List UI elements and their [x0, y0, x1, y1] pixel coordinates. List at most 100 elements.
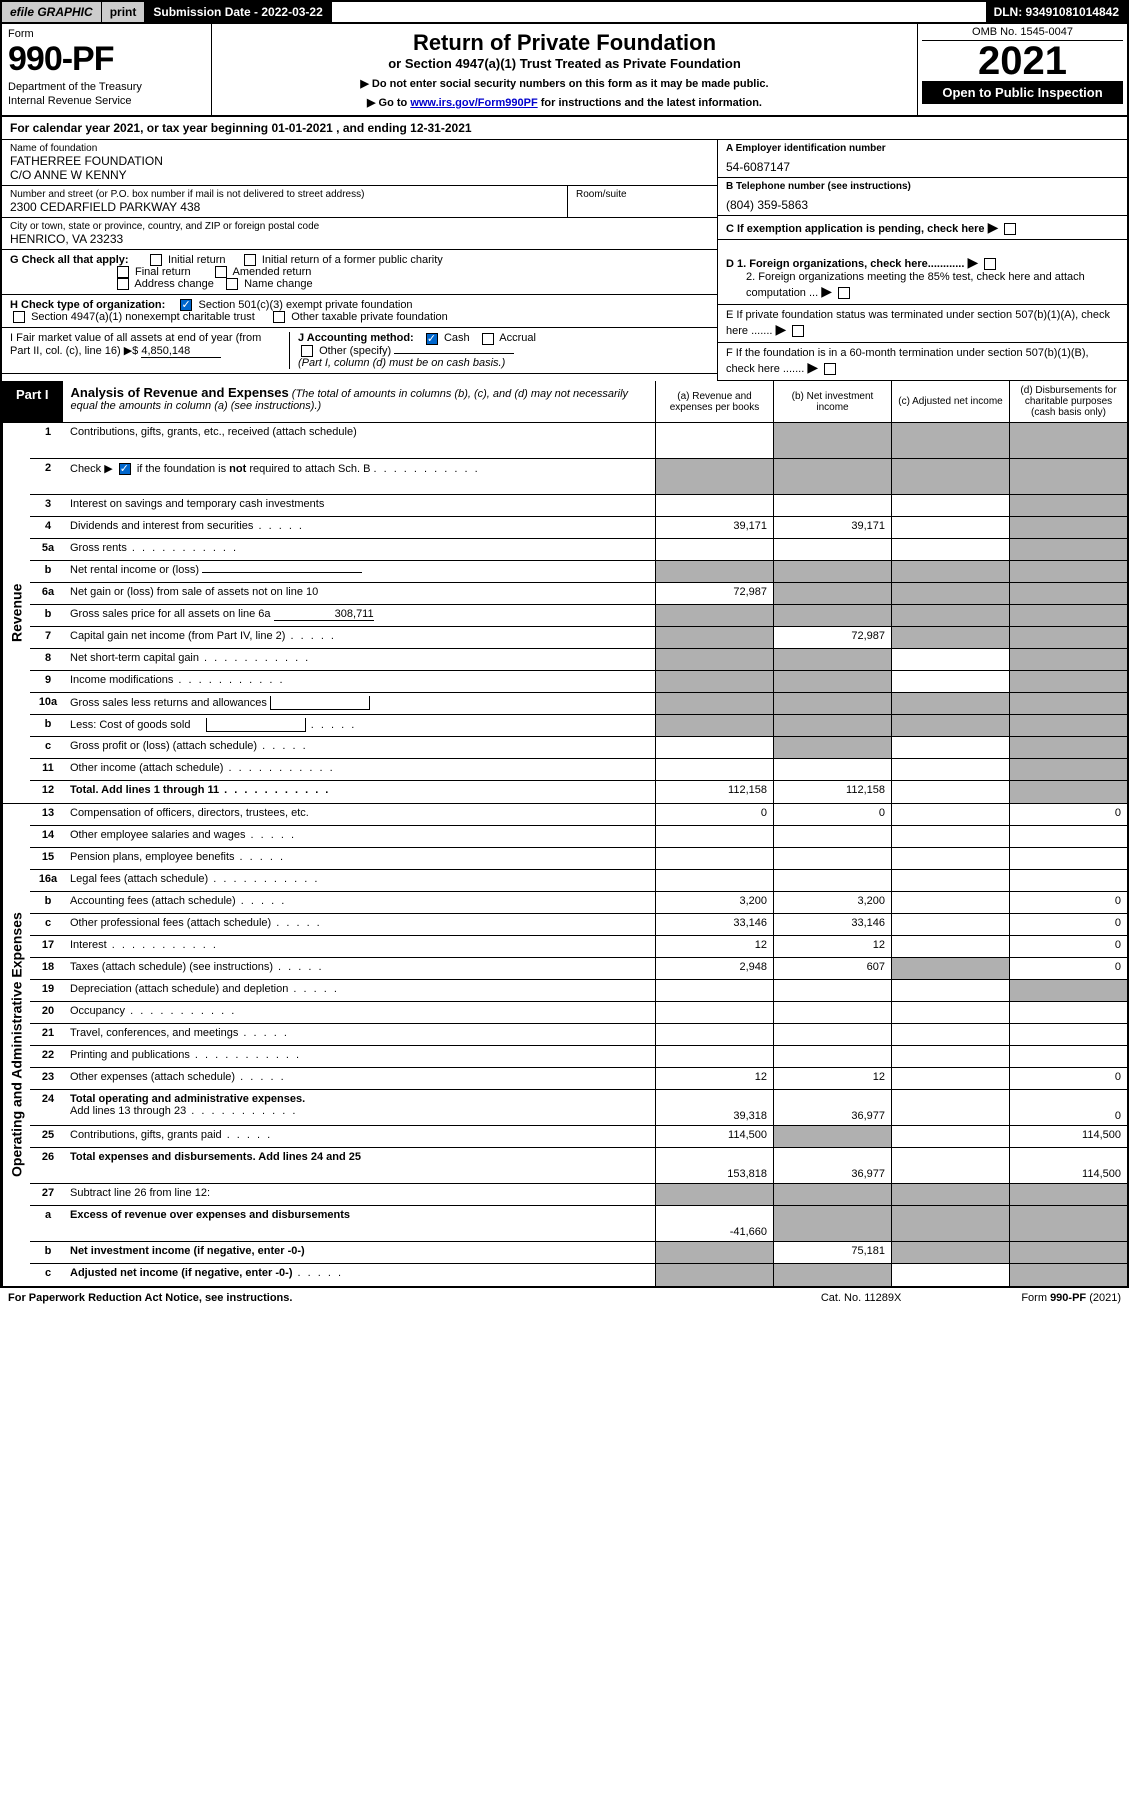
table-row: 22 Printing and publications [30, 1046, 1127, 1068]
col-b [773, 715, 891, 736]
line-number: 7 [30, 627, 66, 648]
table-row: 26 Total expenses and disbursements. Add… [30, 1148, 1127, 1184]
col-c [891, 1264, 1009, 1286]
table-row: 6a Net gain or (loss) from sale of asset… [30, 583, 1127, 605]
print-button[interactable]: print [102, 2, 146, 22]
efile-button[interactable]: efile GRAPHIC [2, 2, 102, 22]
col-d [1009, 715, 1127, 736]
col-d [1009, 826, 1127, 847]
revenue-side-label: Revenue [2, 423, 30, 803]
table-row: 10a Gross sales less returns and allowan… [30, 693, 1127, 715]
line-number: 27 [30, 1184, 66, 1205]
g-amended-checkbox[interactable] [215, 266, 227, 278]
table-row: 21 Travel, conferences, and meetings [30, 1024, 1127, 1046]
table-row: 9 Income modifications [30, 671, 1127, 693]
line-desc: Accounting fees (attach schedule) [66, 892, 655, 913]
calendar-year-row: For calendar year 2021, or tax year begi… [0, 117, 1129, 140]
part1-title: Analysis of Revenue and Expenses [71, 385, 289, 400]
line-desc: Net investment income (if negative, ente… [66, 1242, 655, 1263]
col-b-header: (b) Net investment income [773, 381, 891, 422]
line-desc: Contributions, gifts, grants, etc., rece… [66, 423, 655, 458]
line-desc: Less: Cost of goods sold [66, 715, 655, 736]
table-row: b Net rental income or (loss) [30, 561, 1127, 583]
arrow-icon: ▶ [988, 219, 999, 235]
room-cell: Room/suite [567, 186, 717, 217]
addr-cell: Number and street (or P.O. box number if… [2, 186, 567, 217]
line-number: b [30, 1242, 66, 1263]
col-a: -41,660 [655, 1206, 773, 1241]
col-c [891, 826, 1009, 847]
h-block: H Check type of organization: Section 50… [2, 295, 717, 328]
line-desc: Excess of revenue over expenses and disb… [66, 1206, 655, 1241]
exemption-cell: C If exemption application is pending, c… [718, 216, 1127, 240]
col-d [1009, 1206, 1127, 1241]
form-header: Form 990-PF Department of the Treasury I… [0, 24, 1129, 117]
line-desc: Compensation of officers, directors, tru… [66, 804, 655, 825]
col-c [891, 539, 1009, 560]
line-number: b [30, 715, 66, 736]
g-final-checkbox[interactable] [117, 266, 129, 278]
h-4947-checkbox[interactable] [13, 311, 25, 323]
g-initial-public-checkbox[interactable] [244, 254, 256, 266]
col-b [773, 737, 891, 758]
d2-checkbox[interactable] [838, 287, 850, 299]
f-checkbox[interactable] [824, 363, 836, 375]
addr-row: Number and street (or P.O. box number if… [2, 186, 717, 218]
j-cash-checkbox[interactable] [426, 333, 438, 345]
col-d [1009, 459, 1127, 494]
tax-year: 2021 [922, 41, 1123, 81]
col-b: 33,146 [773, 914, 891, 935]
col-c [891, 423, 1009, 458]
j-other-input[interactable] [394, 353, 514, 354]
j-accrual-checkbox[interactable] [482, 333, 494, 345]
col-d [1009, 605, 1127, 626]
col-d: 0 [1009, 914, 1127, 935]
page-footer: For Paperwork Reduction Act Notice, see … [0, 1288, 1129, 1308]
h-501c3-checkbox[interactable] [180, 299, 192, 311]
ein-cell: A Employer identification number 54-6087… [718, 140, 1127, 178]
col-b [773, 605, 891, 626]
col-c [891, 693, 1009, 714]
col-c [891, 759, 1009, 780]
col-b [773, 1206, 891, 1241]
line-desc: Income modifications [66, 671, 655, 692]
col-b [773, 423, 891, 458]
d1-checkbox[interactable] [984, 258, 996, 270]
col-d [1009, 1264, 1127, 1286]
col-a: 39,171 [655, 517, 773, 538]
table-row: 7 Capital gain net income (from Part IV,… [30, 627, 1127, 649]
schb-checkbox[interactable] [119, 463, 131, 475]
e-checkbox[interactable] [792, 325, 804, 337]
col-c [891, 1090, 1009, 1125]
col-c [891, 583, 1009, 604]
col-d: 0 [1009, 892, 1127, 913]
line-number: a [30, 1206, 66, 1241]
col-b [773, 826, 891, 847]
table-row: b Less: Cost of goods sold [30, 715, 1127, 737]
g-address-checkbox[interactable] [117, 278, 129, 290]
irs-label: Internal Revenue Service [8, 95, 205, 107]
line-desc: Gross rents [66, 539, 655, 560]
note-ssn: ▶ Do not enter social security numbers o… [222, 77, 907, 90]
g-initial-checkbox[interactable] [150, 254, 162, 266]
line-desc: Occupancy [66, 1002, 655, 1023]
line-desc: Travel, conferences, and meetings [66, 1024, 655, 1045]
col-c [891, 1148, 1009, 1183]
h-other-checkbox[interactable] [273, 311, 285, 323]
col-b: 12 [773, 936, 891, 957]
col-a: 2,948 [655, 958, 773, 979]
table-row: 3 Interest on savings and temporary cash… [30, 495, 1127, 517]
h-opt-3: Other taxable private foundation [291, 311, 448, 323]
instructions-link[interactable]: www.irs.gov/Form990PF [410, 97, 537, 109]
col-a [655, 715, 773, 736]
submission-date: Submission Date - 2022-03-22 [145, 2, 331, 22]
col-c [891, 848, 1009, 869]
col-c [891, 1206, 1009, 1241]
arrow-icon: ▶ [807, 359, 818, 375]
col-a: 12 [655, 936, 773, 957]
c-checkbox[interactable] [1004, 223, 1016, 235]
g-name-checkbox[interactable] [226, 278, 238, 290]
col-a: 114,500 [655, 1126, 773, 1147]
j-other-checkbox[interactable] [301, 345, 313, 357]
col-b: 0 [773, 804, 891, 825]
